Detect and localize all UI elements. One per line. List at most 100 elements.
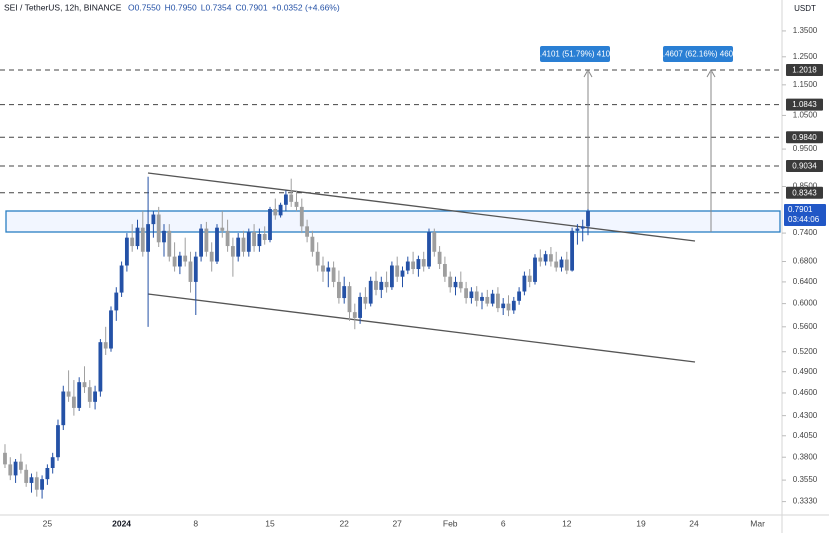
unit: USDT xyxy=(794,4,816,13)
candle-body xyxy=(93,391,97,402)
candle-body xyxy=(586,211,590,227)
candle-body xyxy=(140,227,145,252)
y-tick-label: 0.3330 xyxy=(793,497,818,506)
candle-body xyxy=(151,214,156,225)
level-box xyxy=(786,64,823,77)
candle-body xyxy=(167,230,172,257)
candle-body xyxy=(77,382,82,408)
x-tick-label: 2024 xyxy=(112,518,131,528)
candle-body xyxy=(533,257,537,282)
x-tick-label: 8 xyxy=(193,518,198,528)
legend-value: L0.7354 xyxy=(201,2,232,12)
candle-body xyxy=(326,267,331,272)
candle-body xyxy=(437,251,442,265)
y-tick-label: 0.9500 xyxy=(793,144,818,153)
candle-body xyxy=(464,288,469,299)
candle-body xyxy=(278,204,283,216)
y-tick-label: 0.7400 xyxy=(793,228,818,237)
candle-body xyxy=(146,224,150,252)
x-tick-label: Mar xyxy=(750,518,765,528)
candle-body xyxy=(162,230,166,243)
y-tick-label: 0.6400 xyxy=(793,277,818,286)
x-tick-label: Feb xyxy=(443,518,458,528)
x-tick-label: 27 xyxy=(392,518,402,528)
x-tick-label: 19 xyxy=(636,518,646,528)
level-box xyxy=(786,131,823,144)
candle-body xyxy=(416,259,421,270)
candle-body xyxy=(45,468,50,480)
candle-body xyxy=(257,233,262,247)
candle-body xyxy=(268,208,272,240)
candle-body xyxy=(204,228,209,252)
y-tick-label: 1.3500 xyxy=(793,26,818,35)
candle-body xyxy=(570,230,575,271)
candle-body xyxy=(119,265,124,293)
candle-body xyxy=(230,246,235,257)
arrow-head xyxy=(706,68,716,78)
candle-body xyxy=(273,208,278,216)
candle-body xyxy=(289,194,294,202)
y-tick-label: 0.6800 xyxy=(793,257,818,266)
candle-body xyxy=(183,255,188,262)
candle-body xyxy=(172,256,177,267)
x-tick-label: 22 xyxy=(339,518,349,528)
candle-body xyxy=(82,382,87,388)
candle-body xyxy=(50,457,55,469)
y-tick-label: 0.4300 xyxy=(793,411,818,420)
candle-body xyxy=(490,293,495,304)
x-tick-label: 6 xyxy=(501,518,506,528)
level-label: 1.0843 xyxy=(792,100,817,109)
candle-body xyxy=(538,257,543,262)
candle-body xyxy=(310,236,315,252)
candle-body xyxy=(453,281,458,288)
candle-body xyxy=(61,391,66,426)
candle-body xyxy=(294,201,299,207)
candle-body xyxy=(98,342,103,392)
candle-body xyxy=(109,310,113,349)
candle-body xyxy=(262,233,267,240)
candle-body xyxy=(130,237,135,247)
candle-body xyxy=(252,232,257,247)
candle-body xyxy=(209,251,214,262)
arrow-head xyxy=(583,68,593,78)
y-tick-label: 1.2500 xyxy=(793,52,818,61)
header: SEI / TetherUS, 12h, BINANCE O0.7550 H0.7… xyxy=(4,2,340,12)
candle-body xyxy=(543,254,548,262)
candle-body xyxy=(379,281,384,290)
candle-body xyxy=(321,265,325,272)
candle-body xyxy=(40,479,44,490)
last-price: 0.7901 xyxy=(788,205,813,214)
candle-body xyxy=(495,293,500,309)
candle-body xyxy=(421,259,426,267)
candle-body xyxy=(156,214,161,243)
level-label: 0.9840 xyxy=(792,133,817,142)
candle-body xyxy=(188,261,193,282)
y-tick-label: 0.3550 xyxy=(793,475,818,484)
candle-body xyxy=(363,296,368,304)
level-label: 1.2018 xyxy=(792,66,817,75)
y-tick-label: 0.6000 xyxy=(793,299,818,308)
legend-value: +0.0352 (+4.66%) xyxy=(272,2,340,12)
candle-body xyxy=(480,296,484,301)
annotation-box xyxy=(540,46,610,62)
level-box xyxy=(786,186,823,199)
candle-body xyxy=(564,259,569,271)
title: SEI / TetherUS, 12h, BINANCE xyxy=(4,2,122,12)
countdown: 03:44:06 xyxy=(788,215,820,224)
y-tick-label: 0.5200 xyxy=(793,347,818,356)
level-box xyxy=(786,159,823,172)
candle-body xyxy=(71,396,76,408)
candle-body xyxy=(522,275,527,292)
candle-body xyxy=(501,303,506,309)
y-tick-label: 0.4900 xyxy=(793,367,818,376)
candle-body xyxy=(8,464,13,476)
candle-body xyxy=(135,227,140,247)
candle-body xyxy=(352,312,357,318)
level-label: 0.8343 xyxy=(792,188,817,197)
candle-body xyxy=(342,286,347,299)
candle-body xyxy=(199,228,203,257)
annotation: 0.4607 (62.16%) 4607 xyxy=(658,50,738,59)
x-tick-label: 12 xyxy=(562,518,572,528)
